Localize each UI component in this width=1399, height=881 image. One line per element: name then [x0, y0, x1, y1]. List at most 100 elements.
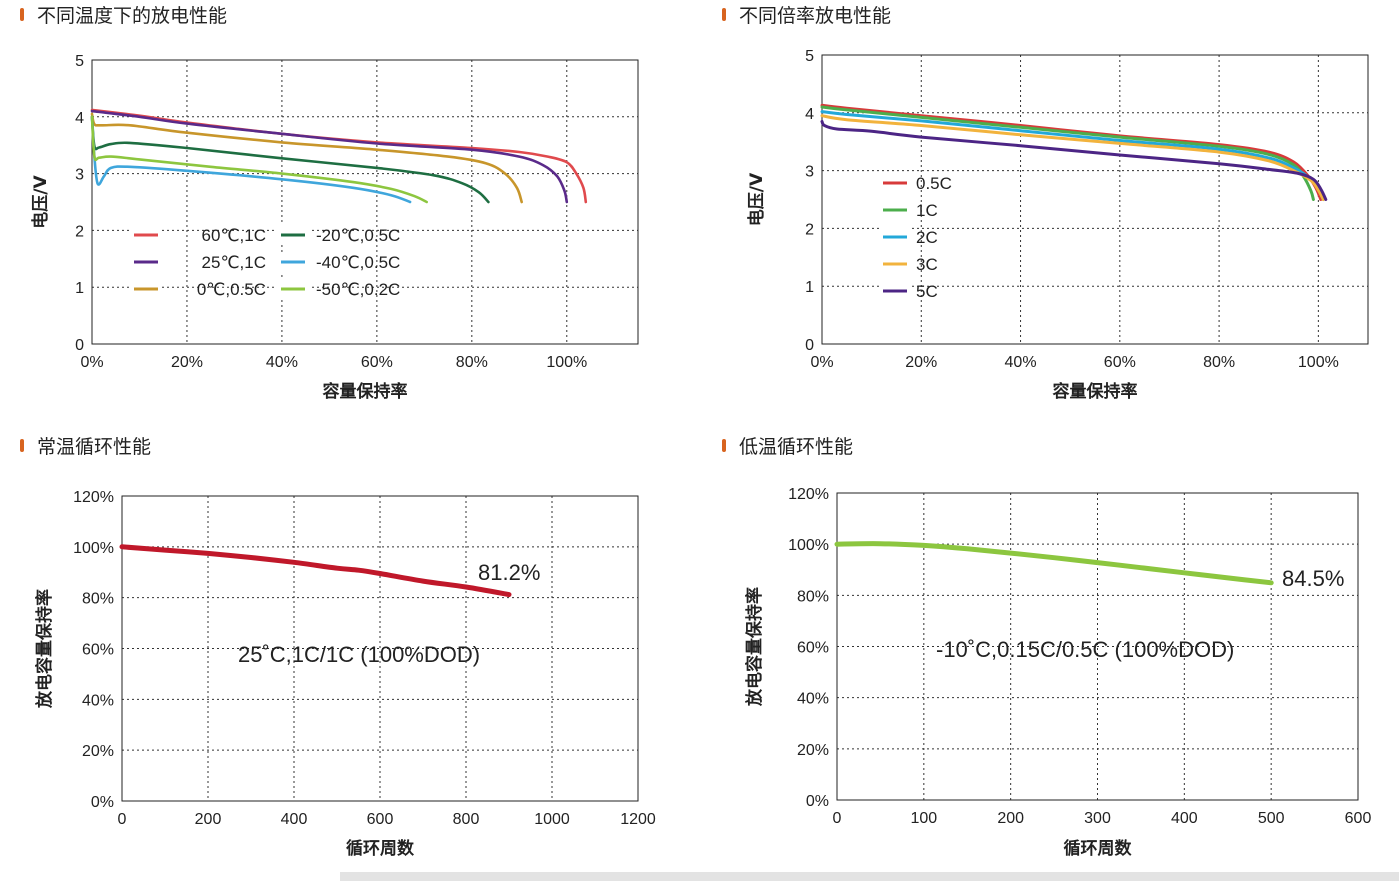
x-tick-label: 60% — [1104, 354, 1136, 371]
legend-label: 5C — [916, 282, 938, 301]
legend-label: -40℃,0.5C — [316, 253, 400, 272]
x-tick-label: 20% — [171, 354, 203, 371]
legend: 0.5C 1C 2C 3C 5C — [879, 173, 952, 301]
y-tick-label: 5 — [75, 53, 84, 70]
series-line-3 — [820, 114, 1325, 201]
chart-room-temp-cycle: 0 200 400 600 800 1000 1200 0% 20% 40% 60% 80% 100% 1… — [34, 489, 656, 859]
y-tick-label: 0% — [806, 793, 829, 810]
x-axis-title: 循环周数 — [346, 838, 415, 859]
legend: 60℃,1C 25℃,1C 0℃,0.5C -20℃,0.5C -40℃,0.5C -50… — [130, 225, 400, 299]
y-tick-label: 80% — [82, 591, 114, 608]
series-line-2 — [90, 112, 523, 204]
y-tick-label: 120% — [788, 486, 829, 503]
series-line-1 — [820, 105, 1315, 201]
y-tick-label: 60% — [82, 642, 114, 659]
chart-rate-discharge: 0% 20% 40% 60% 80% 100% 0 1 2 3 4 5 容量保持率 电压/V 0.5C 1C 2… — [746, 48, 1369, 402]
x-tick-label: 80% — [456, 354, 488, 371]
x-axis-title: 容量保持率 — [1053, 381, 1138, 402]
y-tick-label: 60% — [797, 640, 829, 657]
x-tick-label: 400 — [281, 811, 308, 828]
series-line-5 — [90, 115, 428, 204]
annotation-label: -10˚C,0.15C/0.5C (100%DOD) — [936, 637, 1234, 662]
x-tick-label: 60% — [361, 354, 393, 371]
section-title-temperature: 不同温度下的放电性能 — [20, 1, 227, 27]
annotation-label: 81.2% — [478, 560, 540, 585]
series-line-0 — [834, 541, 1274, 586]
y-tick-label: 1 — [75, 280, 84, 297]
y-tick-label: 20% — [797, 742, 829, 759]
legend-label: 0℃,0.5C — [197, 280, 266, 299]
title-marker-icon — [20, 7, 24, 21]
section-title-room-cycle: 常温循环性能 — [20, 432, 151, 458]
x-tick-label: 80% — [1203, 354, 1235, 371]
legend-label: 1C — [916, 201, 938, 220]
x-tick-label: 100% — [546, 354, 587, 371]
legend-label: -50℃,0.2C — [316, 280, 400, 299]
x-tick-label: 0% — [80, 354, 103, 371]
title-marker-icon — [722, 438, 726, 452]
x-tick-label: 40% — [1005, 354, 1037, 371]
title-marker-icon — [722, 7, 726, 21]
y-axis-title: 电压/V — [30, 174, 51, 228]
y-tick-label: 100% — [788, 537, 829, 554]
plot-frame — [836, 492, 1359, 801]
y-tick-label: 100% — [73, 540, 114, 557]
y-tick-label: 4 — [75, 110, 84, 127]
series-line-4 — [820, 120, 1328, 201]
x-tick-label: 500 — [1258, 810, 1285, 827]
y-tick-label: 0 — [805, 337, 814, 354]
series-line-4 — [90, 115, 412, 204]
x-tick-label: 200 — [195, 811, 222, 828]
section-title-low-temp-cycle: 低温循环性能 — [722, 432, 853, 458]
y-axis-title: 放电容量保持率 — [34, 589, 55, 709]
x-tick-label: 300 — [1084, 810, 1111, 827]
legend-label: 0.5C — [916, 174, 952, 193]
y-tick-label: 5 — [805, 48, 814, 65]
y-tick-label: 4 — [805, 106, 814, 123]
x-tick-label: 800 — [453, 811, 480, 828]
x-tick-label: 600 — [367, 811, 394, 828]
footer-strip — [340, 872, 1399, 881]
series-line-0 — [119, 544, 512, 598]
legend-label: 2C — [916, 228, 938, 247]
x-tick-label: 40% — [266, 354, 298, 371]
y-tick-label: 20% — [82, 743, 114, 760]
annotation-label: 25˚C,1C/1C (100%DOD) — [238, 642, 480, 667]
legend-label: 3C — [916, 255, 938, 274]
y-axis-title: 放电容量保持率 — [744, 587, 765, 707]
x-tick-label: 1000 — [534, 811, 570, 828]
x-axis-title: 容量保持率 — [323, 381, 408, 402]
y-axis-title: 电压/V — [746, 172, 767, 226]
title-marker-icon — [20, 438, 24, 452]
x-axis-title: 循环周数 — [1064, 838, 1133, 859]
y-tick-label: 120% — [73, 489, 114, 506]
y-tick-label: 40% — [797, 691, 829, 708]
legend-label: 25℃,1C — [202, 253, 266, 272]
legend-label: 60℃,1C — [202, 226, 266, 245]
x-tick-label: 1200 — [620, 811, 656, 828]
x-tick-label: 20% — [905, 354, 937, 371]
section-title-text: 常温循环性能 — [37, 435, 152, 458]
annotation-label: 84.5% — [1282, 566, 1344, 591]
y-tick-label: 2 — [805, 221, 814, 238]
chart-low-temp-cycle: 0 100 200 300 400 500 600 0% 20% 40% 60% 80% 100% 120… — [744, 486, 1371, 859]
plot-frame — [121, 495, 639, 802]
y-tick-label: 1 — [805, 279, 814, 296]
y-tick-label: 3 — [75, 167, 84, 184]
y-tick-label: 0 — [75, 337, 84, 354]
x-tick-label: 0 — [833, 810, 842, 827]
section-title-rate: 不同倍率放电性能 — [722, 1, 891, 27]
plot-frame — [91, 59, 639, 345]
section-title-text: 不同倍率放电性能 — [739, 4, 892, 27]
section-title-text: 不同温度下的放电性能 — [37, 4, 228, 27]
section-title-text: 低温循环性能 — [739, 435, 854, 458]
series-line-1 — [90, 109, 569, 204]
legend-label: -20℃,0.5C — [316, 226, 400, 245]
x-tick-label: 100% — [1298, 354, 1339, 371]
y-tick-label: 2 — [75, 223, 84, 240]
x-tick-label: 200 — [997, 810, 1024, 827]
x-tick-label: 0% — [810, 354, 833, 371]
y-tick-label: 0% — [91, 794, 114, 811]
series-line-3 — [90, 115, 490, 204]
plot-frame — [821, 54, 1369, 345]
